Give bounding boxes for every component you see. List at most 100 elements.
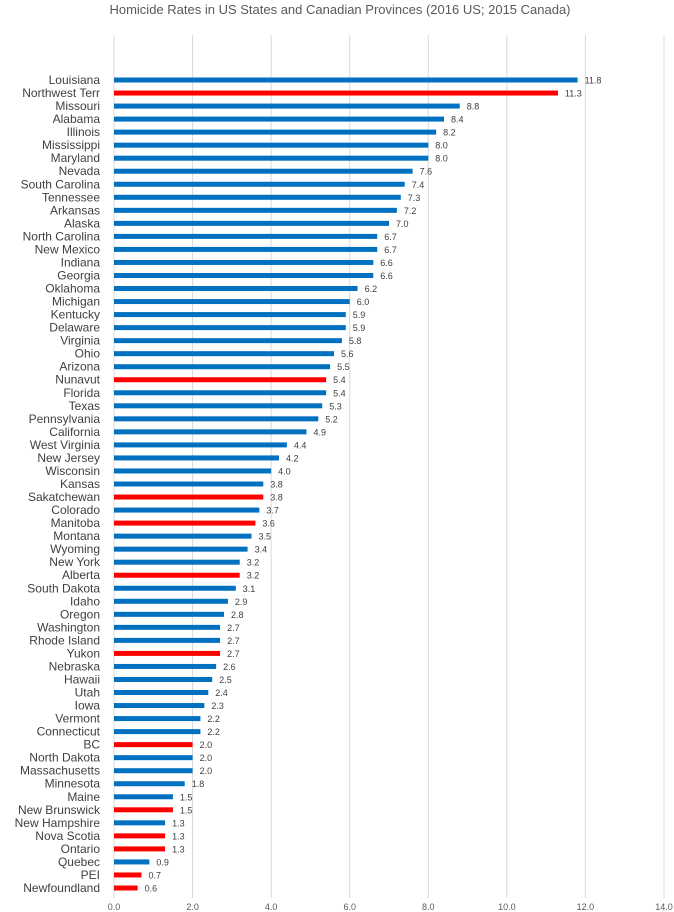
category-label: Kentucky <box>51 308 100 322</box>
bar-us <box>114 207 397 213</box>
x-tick-label: 8.0 <box>422 902 435 912</box>
category-label: Maine <box>67 790 100 804</box>
bar-us <box>114 611 224 617</box>
category-label: West Virginia <box>30 438 101 452</box>
bar-us <box>114 676 213 682</box>
bar-us <box>114 624 221 630</box>
category-label: Connecticut <box>37 725 101 739</box>
data-label: 11.3 <box>565 89 582 99</box>
category-label: Alberta <box>62 568 100 582</box>
data-label: 7.3 <box>408 193 421 203</box>
bar-canada <box>114 377 327 383</box>
data-label: 8.2 <box>443 128 456 138</box>
data-label: 5.9 <box>353 323 366 333</box>
bars: Louisiana 11.8 Northwest Terr 11.3 Missouri 8… <box>15 73 602 895</box>
data-label: 7.0 <box>396 219 409 229</box>
category-label: Alaska <box>64 216 100 230</box>
category-label: Minnesota <box>45 777 101 791</box>
data-label: 2.7 <box>227 636 240 646</box>
category-label: New Hampshire <box>15 816 101 830</box>
bar-us <box>114 220 389 226</box>
data-label: 4.4 <box>294 440 307 450</box>
category-label: Indiana <box>61 255 101 269</box>
data-label: 6.7 <box>384 232 397 242</box>
category-label: PEI <box>81 868 100 882</box>
data-label: 2.6 <box>223 662 236 672</box>
data-label: 6.2 <box>365 284 378 294</box>
data-label: 1.8 <box>192 779 205 789</box>
category-label: Illinois <box>67 125 100 139</box>
bar-us <box>114 103 460 109</box>
category-label: North Carolina <box>23 229 101 243</box>
bar-us <box>114 364 331 370</box>
bar-us <box>114 181 405 187</box>
bar-us <box>114 416 319 422</box>
category-label: Utah <box>75 686 100 700</box>
category-label: Sakatchewan <box>28 490 100 504</box>
bar-us <box>114 507 260 513</box>
data-label: 11.8 <box>585 76 602 86</box>
bar-us <box>114 585 236 591</box>
bar-us <box>114 820 166 826</box>
data-label: 2.3 <box>211 701 224 711</box>
data-label: 1.3 <box>172 844 185 854</box>
category-label: New York <box>49 555 101 569</box>
x-tick-label: 14.0 <box>655 902 673 912</box>
bar-us <box>114 325 346 331</box>
category-label: Colorado <box>51 503 100 517</box>
category-label: New Jersey <box>37 451 100 465</box>
data-label: 6.0 <box>357 297 370 307</box>
category-label: Tennessee <box>42 190 100 204</box>
bar-us <box>114 729 201 735</box>
category-label: Missouri <box>55 99 100 113</box>
data-label: 2.5 <box>219 675 232 685</box>
data-label: 3.2 <box>247 558 260 568</box>
category-label: Ontario <box>61 842 101 856</box>
x-axis-ticks: 0.0 2.0 4.0 6.0 8.0 10.0 12.0 14.0 <box>108 902 673 912</box>
data-label: 8.4 <box>451 115 464 125</box>
bar-canada <box>114 885 138 891</box>
category-label: Kansas <box>60 477 100 491</box>
bar-us <box>114 246 378 252</box>
bar-canada <box>114 833 166 839</box>
bar-us <box>114 129 437 135</box>
category-label: BC <box>83 738 100 752</box>
category-label: New Brunswick <box>18 803 101 817</box>
data-label: 3.2 <box>247 571 260 581</box>
category-label: Rhode Island <box>29 633 100 647</box>
category-label: Oklahoma <box>45 282 100 296</box>
data-label: 5.6 <box>341 349 354 359</box>
bar-us <box>114 716 201 722</box>
bar-canada <box>114 494 264 500</box>
category-label: Texas <box>69 399 100 413</box>
bar-us <box>114 194 401 200</box>
x-tick-label: 0.0 <box>108 902 121 912</box>
data-label: 8.8 <box>467 102 480 112</box>
category-label: North Dakota <box>29 751 100 765</box>
bar-us <box>114 351 334 357</box>
data-label: 2.0 <box>200 753 213 763</box>
bar-us <box>114 442 287 448</box>
data-label: 3.5 <box>259 532 272 542</box>
bar-us <box>114 637 221 643</box>
data-label: 5.5 <box>337 362 350 372</box>
x-tick-label: 10.0 <box>498 902 516 912</box>
data-label: 5.9 <box>353 310 366 320</box>
bar-canada <box>114 90 558 96</box>
bar-us <box>114 286 358 292</box>
category-label: Pennsylvania <box>29 412 101 426</box>
data-label: 7.2 <box>404 206 417 216</box>
data-label: 7.4 <box>412 180 425 190</box>
category-label: Hawaii <box>64 672 100 686</box>
category-label: Nevada <box>59 164 101 178</box>
bar-us <box>114 259 374 265</box>
data-label: 1.5 <box>180 792 193 802</box>
bar-canada <box>114 742 193 748</box>
data-label: 8.0 <box>435 154 448 164</box>
bar-us <box>114 403 323 409</box>
category-label: Nebraska <box>49 659 101 673</box>
data-label: 4.0 <box>278 466 291 476</box>
bar-canada <box>114 807 173 813</box>
data-label: 3.8 <box>270 493 283 503</box>
data-label: 6.6 <box>380 258 393 268</box>
